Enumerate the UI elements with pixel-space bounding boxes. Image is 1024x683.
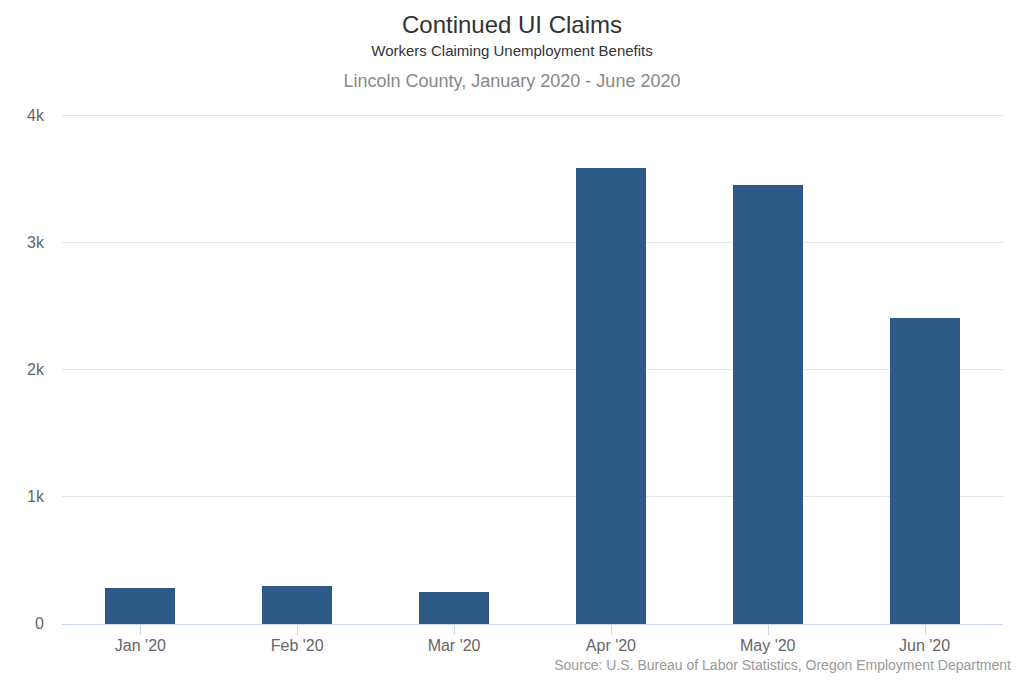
bar-mar-20[interactable] bbox=[419, 592, 489, 624]
y-tick-label-1k: 1k bbox=[0, 489, 44, 505]
bar-jan-20[interactable] bbox=[105, 588, 175, 624]
y-tick-label-4k: 4k bbox=[0, 108, 44, 124]
bar-apr-20[interactable] bbox=[576, 168, 646, 624]
x-axis-line bbox=[62, 624, 1003, 625]
x-tick-jun-20 bbox=[925, 624, 926, 635]
bar-feb-20[interactable] bbox=[262, 586, 332, 624]
x-tick-may-20 bbox=[768, 624, 769, 635]
x-tick-jan-20 bbox=[140, 624, 141, 635]
x-tick-label-mar-20: Mar '20 bbox=[376, 637, 533, 655]
x-tick-mar-20 bbox=[454, 624, 455, 635]
x-tick-label-may-20: May '20 bbox=[689, 637, 846, 655]
gridline-2k bbox=[62, 369, 1003, 370]
source-credit: Source: U.S. Bureau of Labor Statistics,… bbox=[554, 657, 1011, 674]
bar-may-20[interactable] bbox=[733, 185, 803, 624]
chart-caption: Lincoln County, January 2020 - June 2020 bbox=[0, 70, 1024, 92]
x-tick-label-jun-20: Jun '20 bbox=[846, 637, 1003, 655]
x-tick-apr-20 bbox=[611, 624, 612, 635]
gridline-3k bbox=[62, 242, 1003, 243]
gridline-4k bbox=[62, 115, 1003, 116]
chart-title: Continued UI Claims bbox=[0, 11, 1024, 39]
gridline-1k bbox=[62, 496, 1003, 497]
y-tick-label-3k: 3k bbox=[0, 235, 44, 251]
x-tick-label-feb-20: Feb '20 bbox=[219, 637, 376, 655]
chart-container: Continued UI Claims Workers Claiming Une… bbox=[0, 0, 1024, 683]
bar-jun-20[interactable] bbox=[890, 318, 960, 624]
y-tick-label-0: 0 bbox=[0, 616, 44, 632]
chart-subtitle: Workers Claiming Unemployment Benefits bbox=[0, 42, 1024, 60]
x-tick-label-apr-20: Apr '20 bbox=[533, 637, 690, 655]
x-tick-label-jan-20: Jan '20 bbox=[62, 637, 219, 655]
y-tick-label-2k: 2k bbox=[0, 362, 44, 378]
x-tick-feb-20 bbox=[297, 624, 298, 635]
plot-area bbox=[62, 116, 1003, 624]
